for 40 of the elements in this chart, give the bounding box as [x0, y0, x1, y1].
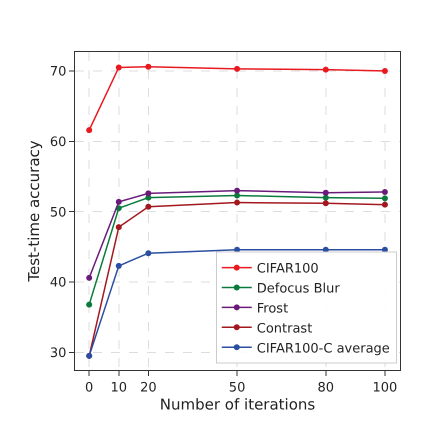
- point: [234, 200, 240, 206]
- point: [86, 274, 92, 281]
- point: [116, 198, 122, 205]
- point: [86, 127, 92, 134]
- point: [145, 250, 152, 256]
- y-tick-label: 60: [50, 134, 66, 150]
- legend-label: Contrast: [256, 321, 312, 336]
- y-tick-label: 40: [50, 276, 66, 291]
- point: [145, 190, 152, 196]
- point: [145, 204, 152, 210]
- legend-label: Defocus Blur: [256, 282, 340, 297]
- point: [322, 190, 329, 196]
- point: [322, 200, 329, 206]
- point: [322, 66, 329, 73]
- point: [234, 192, 240, 199]
- y-axis-title: Test-time accuracy: [25, 140, 44, 283]
- x-tick-label: 0: [85, 380, 94, 396]
- legend-label: CIFAR100-C average: [256, 341, 390, 356]
- point: [234, 188, 240, 194]
- legend-label: Frost: [256, 301, 288, 316]
- x-tick-label: 80: [317, 380, 334, 396]
- x-tick-label: 100: [372, 380, 398, 396]
- point: [116, 64, 122, 70]
- point: [382, 195, 388, 202]
- point: [145, 64, 152, 70]
- point: [116, 224, 122, 230]
- point: [86, 302, 92, 308]
- y-tick-label: 30: [50, 346, 66, 361]
- point: [382, 202, 388, 208]
- point: [116, 262, 122, 269]
- legend-label: CIFAR100: [256, 262, 319, 277]
- x-tick-label: 10: [110, 380, 128, 396]
- point: [382, 68, 388, 74]
- x-tick-label: 50: [228, 380, 246, 396]
- y-tick-label: 50: [50, 205, 66, 220]
- x-axis-title: Number of iterations: [160, 396, 316, 414]
- x-tick-label: 20: [140, 380, 157, 396]
- y-tick-label: 70: [50, 64, 66, 80]
- point: [234, 66, 240, 72]
- point: [382, 189, 388, 195]
